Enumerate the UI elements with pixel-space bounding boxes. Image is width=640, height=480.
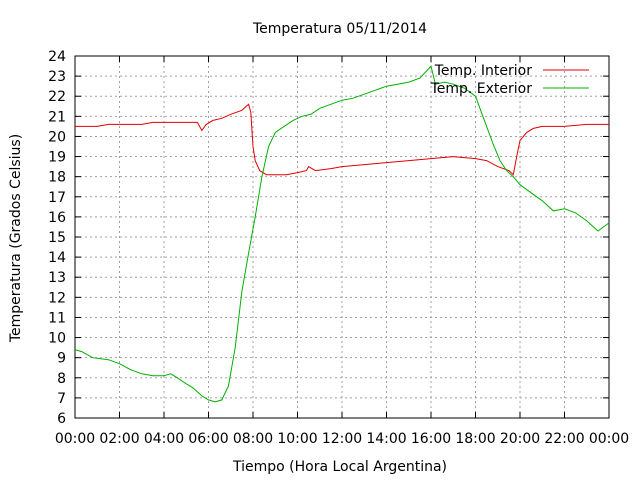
- x-tick-label: 10:00: [277, 431, 317, 447]
- y-tick-label: 19: [48, 150, 66, 166]
- x-tick-label: 00:00: [55, 431, 95, 447]
- y-tick-label: 13: [48, 270, 66, 286]
- legend-label: Temp. Interior: [434, 63, 533, 79]
- x-tick-label: 16:00: [411, 431, 451, 447]
- series-lines: [74, 65, 610, 403]
- y-tick-label: 7: [57, 391, 66, 407]
- chart-title: Temperatura 05/11/2014: [252, 21, 427, 37]
- x-axis-label: Tiempo (Hora Local Argentina): [232, 459, 447, 475]
- y-tick-label: 10: [48, 331, 66, 347]
- y-tick-label: 14: [48, 250, 66, 266]
- y-tick-label: 22: [48, 89, 66, 105]
- x-tick-label: 04:00: [144, 431, 184, 447]
- y-tick-label: 12: [48, 290, 66, 306]
- y-tick-label: 6: [57, 411, 66, 427]
- x-tick-label: 12:00: [322, 431, 362, 447]
- x-tick-label: 18:00: [455, 431, 495, 447]
- legend: Temp. Interior Temp. Exterior: [430, 63, 589, 97]
- series-line-1: [74, 65, 610, 403]
- y-tick-label: 20: [48, 129, 66, 145]
- y-tick-label: 24: [48, 49, 66, 65]
- x-tick-label: 20:00: [500, 431, 540, 447]
- grid-lines: [75, 56, 609, 418]
- legend-label: Temp. Exterior: [430, 81, 533, 97]
- y-tick-label: 11: [48, 310, 66, 326]
- x-tick-label: 02:00: [99, 431, 139, 447]
- y-tick-label: 8: [57, 371, 66, 387]
- x-axis-ticks: 00:00 02:00 04:00 06:00 08:00 10:00 12:00 14:00…: [55, 56, 629, 447]
- y-tick-label: 9: [57, 351, 66, 367]
- y-axis-ticks: 6 7 8 9 10 11 12 13 14 15 16 17 18 19 20 21 22 23 24: [48, 49, 609, 427]
- y-tick-label: 21: [48, 109, 66, 125]
- y-tick-label: 17: [48, 190, 66, 206]
- x-tick-label: 00:00: [589, 431, 629, 447]
- y-axis-label: Temperatura (Grados Celsius): [8, 134, 24, 343]
- x-tick-label: 14:00: [366, 431, 406, 447]
- y-tick-label: 23: [48, 69, 66, 85]
- x-tick-label: 08:00: [233, 431, 273, 447]
- y-tick-label: 18: [48, 170, 66, 186]
- x-tick-label: 06:00: [188, 431, 228, 447]
- y-tick-label: 15: [48, 230, 66, 246]
- series-line-0: [75, 103, 609, 176]
- x-tick-label: 22:00: [544, 431, 584, 447]
- y-tick-label: 16: [48, 210, 66, 226]
